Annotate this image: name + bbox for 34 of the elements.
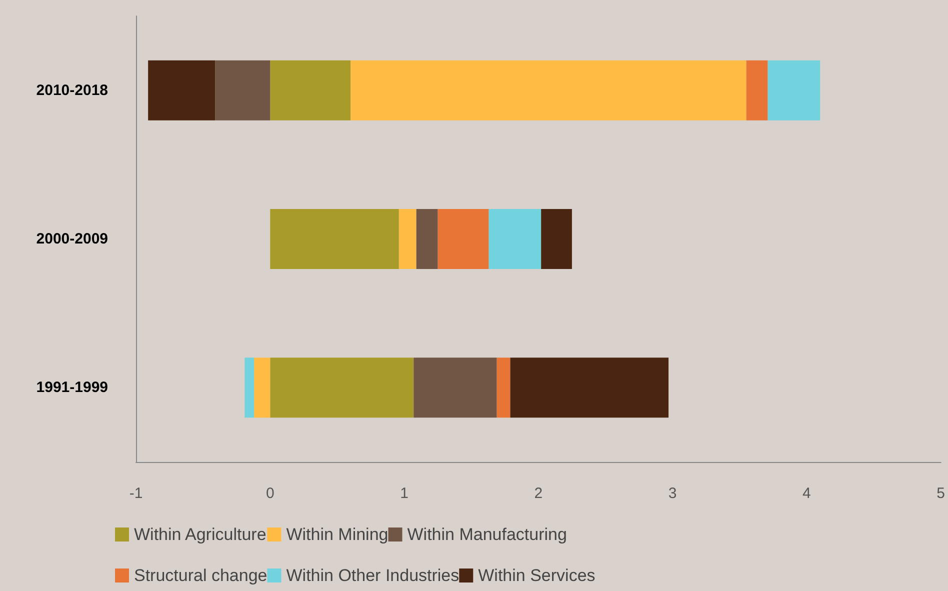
bar [244,358,254,418]
bar [270,209,399,269]
legend-label: Within Services [478,566,596,585]
bar [254,358,270,418]
legend-label: Within Other Industries [286,566,460,585]
y-tick-label: 2000-2009 [36,230,108,248]
bar [541,209,572,269]
bar [488,209,542,269]
bar [496,358,510,418]
x-tick-label: 0 [266,485,274,502]
x-tick-label: 4 [802,485,811,502]
bar [270,60,351,120]
y-tick-label: 2010-2018 [36,82,108,99]
bar [350,60,746,120]
bar [148,60,216,120]
bar [416,209,438,269]
x-tick-label: -1 [129,485,143,502]
legend-label: Within Mining [286,525,388,544]
y-tick-label: 1991-1999 [36,379,108,396]
legend-label: Structural change [134,566,268,585]
bar [746,60,768,120]
bar [414,358,497,418]
bar [270,358,414,418]
legend-label: Within Manufacturing [407,525,567,544]
bar [398,209,416,269]
x-tick-label: 5 [936,485,945,502]
legend-label: Within Agriculture [134,525,266,544]
x-tick-label: 2 [534,485,543,502]
bar [768,60,820,120]
x-tick-label: 1 [400,485,408,502]
bar [215,60,270,120]
bar [438,209,489,269]
x-tick-label: 3 [668,485,677,502]
bar [510,358,669,418]
